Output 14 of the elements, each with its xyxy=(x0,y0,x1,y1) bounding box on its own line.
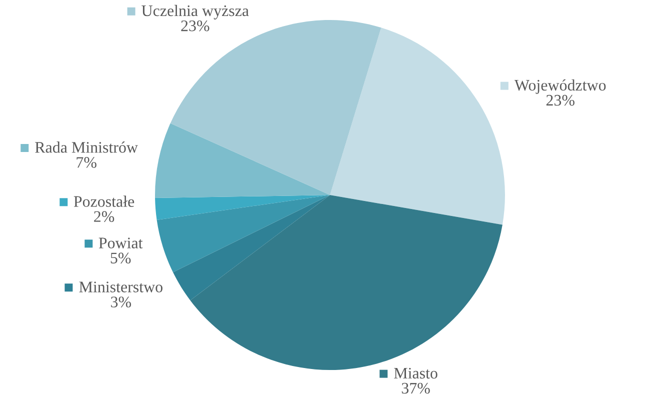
data-label: 3% xyxy=(111,296,132,308)
legend-label: Uczelnia wyższa xyxy=(142,4,249,20)
data-label: 37% xyxy=(402,382,430,394)
legend-label: Powiat xyxy=(98,238,143,248)
data-label: 2% xyxy=(94,211,114,222)
legend-label: Województwo xyxy=(514,79,606,94)
legend-label: Miasto xyxy=(394,368,438,379)
data-label: 5% xyxy=(110,252,131,264)
legend-label: Rada Ministrów xyxy=(35,142,138,153)
legend-label: Pozostałe xyxy=(74,196,134,207)
data-label: 7% xyxy=(76,157,96,168)
data-label: 23% xyxy=(181,20,210,32)
data-label: 23% xyxy=(546,94,574,106)
legend-label: Ministerstwo xyxy=(79,282,162,292)
